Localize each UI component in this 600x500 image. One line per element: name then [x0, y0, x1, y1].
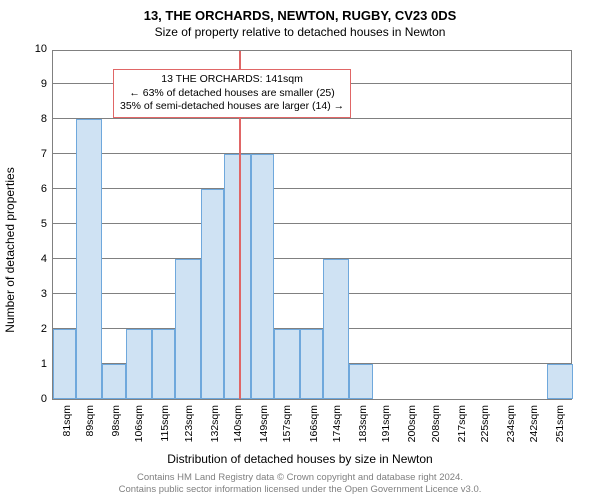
footer-attribution: Contains HM Land Registry data © Crown c…	[0, 472, 600, 496]
y-tick-label: 3	[41, 288, 47, 300]
x-tick-label: 191sqm	[380, 405, 392, 442]
histogram-bar	[201, 189, 224, 399]
histogram-bar	[152, 329, 175, 399]
x-tick-label: 89sqm	[84, 405, 96, 437]
x-tick-label: 174sqm	[331, 405, 343, 442]
y-tick-label: 8	[41, 113, 47, 125]
x-tick-label: 166sqm	[308, 405, 320, 442]
x-tick-label: 234sqm	[505, 405, 517, 442]
x-tick-label: 242sqm	[528, 405, 540, 442]
y-tick-label: 4	[41, 253, 47, 265]
histogram-bar	[323, 259, 349, 399]
chart-area: 01234567891013 THE ORCHARDS: 141sqm← 63%…	[52, 50, 572, 400]
x-tick-label: 140sqm	[232, 405, 244, 442]
histogram-bar	[126, 329, 152, 399]
plot-area: 01234567891013 THE ORCHARDS: 141sqm← 63%…	[52, 50, 572, 400]
histogram-bar	[224, 154, 250, 399]
x-tick-label: 183sqm	[357, 405, 369, 442]
y-tick-label: 9	[41, 78, 47, 90]
gridline	[53, 188, 571, 189]
x-tick-label: 115sqm	[159, 405, 171, 442]
title-sub: Size of property relative to detached ho…	[0, 23, 600, 39]
histogram-bar	[251, 154, 274, 399]
x-tick-label: 106sqm	[133, 405, 145, 442]
histogram-bar	[274, 329, 300, 399]
x-tick-label: 217sqm	[456, 405, 468, 442]
gridline	[53, 153, 571, 154]
x-tick-label: 225sqm	[479, 405, 491, 442]
gridline	[53, 293, 571, 294]
x-tick-label: 123sqm	[183, 405, 195, 442]
title-main: 13, THE ORCHARDS, NEWTON, RUGBY, CV23 0D…	[0, 0, 600, 23]
x-tick-label: 208sqm	[430, 405, 442, 442]
y-tick-label: 2	[41, 323, 47, 335]
x-tick-label: 98sqm	[110, 405, 122, 437]
gridline	[53, 118, 571, 119]
footer-line-2: Contains public sector information licen…	[0, 484, 600, 496]
y-tick-label: 6	[41, 183, 47, 195]
x-tick-label: 157sqm	[281, 405, 293, 442]
x-tick-label: 81sqm	[61, 405, 73, 437]
histogram-bar	[175, 259, 201, 399]
footer-line-1: Contains HM Land Registry data © Crown c…	[0, 472, 600, 484]
y-tick-label: 5	[41, 218, 47, 230]
y-axis-label: Number of detached properties	[3, 85, 17, 250]
histogram-bar	[547, 364, 573, 399]
gridline	[53, 223, 571, 224]
annotation-line: ← 63% of detached houses are smaller (25…	[120, 87, 344, 101]
y-tick-label: 1	[41, 358, 47, 370]
x-axis-label: Distribution of detached houses by size …	[0, 452, 600, 466]
x-tick-label: 200sqm	[406, 405, 418, 442]
histogram-bar	[76, 119, 102, 399]
chart-container: 13, THE ORCHARDS, NEWTON, RUGBY, CV23 0D…	[0, 0, 600, 500]
histogram-bar	[53, 329, 76, 399]
x-tick-label: 251sqm	[554, 405, 566, 442]
annotation-box: 13 THE ORCHARDS: 141sqm← 63% of detached…	[113, 69, 351, 118]
annotation-line: 13 THE ORCHARDS: 141sqm	[120, 73, 344, 87]
histogram-bar	[300, 329, 323, 399]
x-tick-label: 149sqm	[258, 405, 270, 442]
y-tick-label: 10	[35, 43, 47, 55]
annotation-line: 35% of semi-detached houses are larger (…	[120, 100, 344, 114]
gridline	[53, 258, 571, 259]
y-tick-label: 0	[41, 393, 47, 405]
histogram-bar	[102, 364, 125, 399]
histogram-bar	[349, 364, 372, 399]
x-tick-label: 132sqm	[209, 405, 221, 442]
y-tick-label: 7	[41, 148, 47, 160]
